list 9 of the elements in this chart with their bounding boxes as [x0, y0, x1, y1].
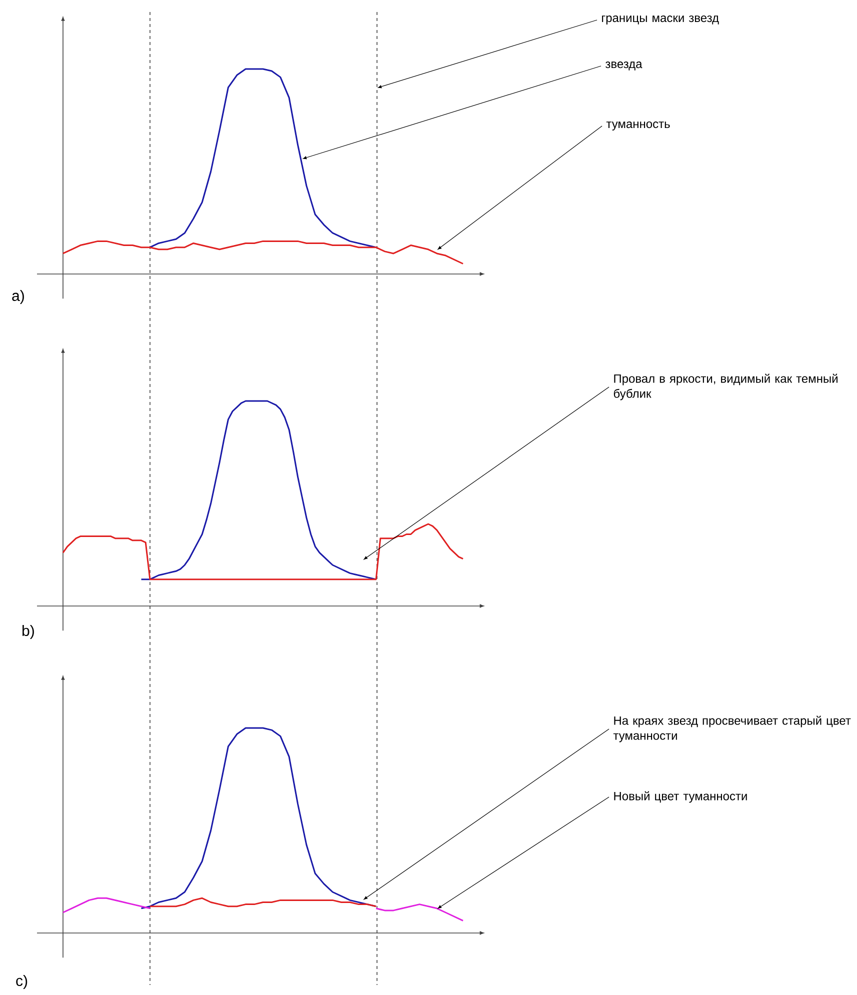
text: Новый цвет туманности	[614, 791, 747, 803]
text: b)	[22, 625, 34, 639]
text: a)	[12, 290, 24, 304]
text: На краях звезд просвечивает старый цвет туманности	[613, 716, 851, 742]
text: границы маски звезд	[602, 16, 719, 24]
text: c)	[16, 975, 28, 989]
text: звезда	[605, 62, 642, 70]
text: Провал в яркости, видимый как темный бублик	[614, 374, 838, 400]
text: туманность	[606, 122, 670, 130]
